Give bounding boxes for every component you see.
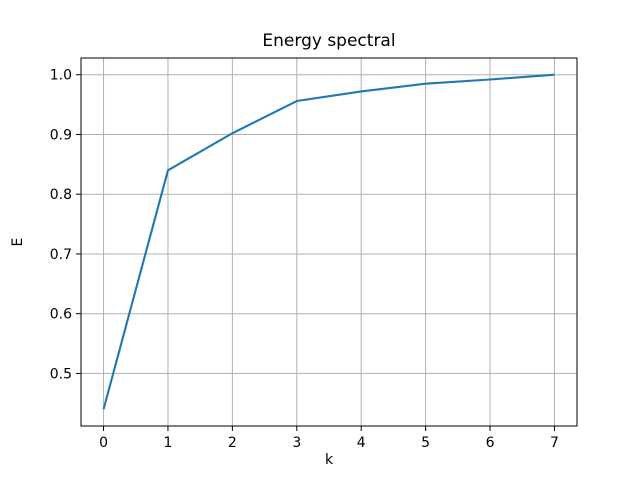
y-tick-label: 0.8 bbox=[50, 187, 72, 203]
x-tick-label: 1 bbox=[164, 435, 173, 451]
chart-title: Energy spectral bbox=[262, 31, 395, 51]
x-tick-label: 5 bbox=[421, 435, 430, 451]
plot-area: 0 1 2 3 4 5 6 7 0.5 0.6 0.7 0.8 0.9 1.0 bbox=[50, 57, 578, 451]
y-tick-label: 0.6 bbox=[50, 307, 72, 323]
y-axis-label: E bbox=[10, 238, 26, 247]
x-tick-label: 3 bbox=[292, 435, 301, 451]
y-tick-label: 0.5 bbox=[50, 366, 72, 382]
data-line-E bbox=[102, 73, 555, 410]
x-axis-label: k bbox=[325, 452, 334, 468]
y-tick-label: 0.9 bbox=[50, 127, 72, 143]
x-tick-label: 2 bbox=[228, 435, 237, 451]
axes-border bbox=[80, 57, 578, 427]
y-tick-label: 1.0 bbox=[50, 68, 72, 84]
y-tick-label: 0.7 bbox=[50, 247, 72, 263]
x-tick-label: 6 bbox=[486, 435, 495, 451]
x-tick-label: 7 bbox=[550, 435, 559, 451]
x-tick-label: 4 bbox=[357, 435, 366, 451]
x-tick-label: 0 bbox=[99, 435, 108, 451]
